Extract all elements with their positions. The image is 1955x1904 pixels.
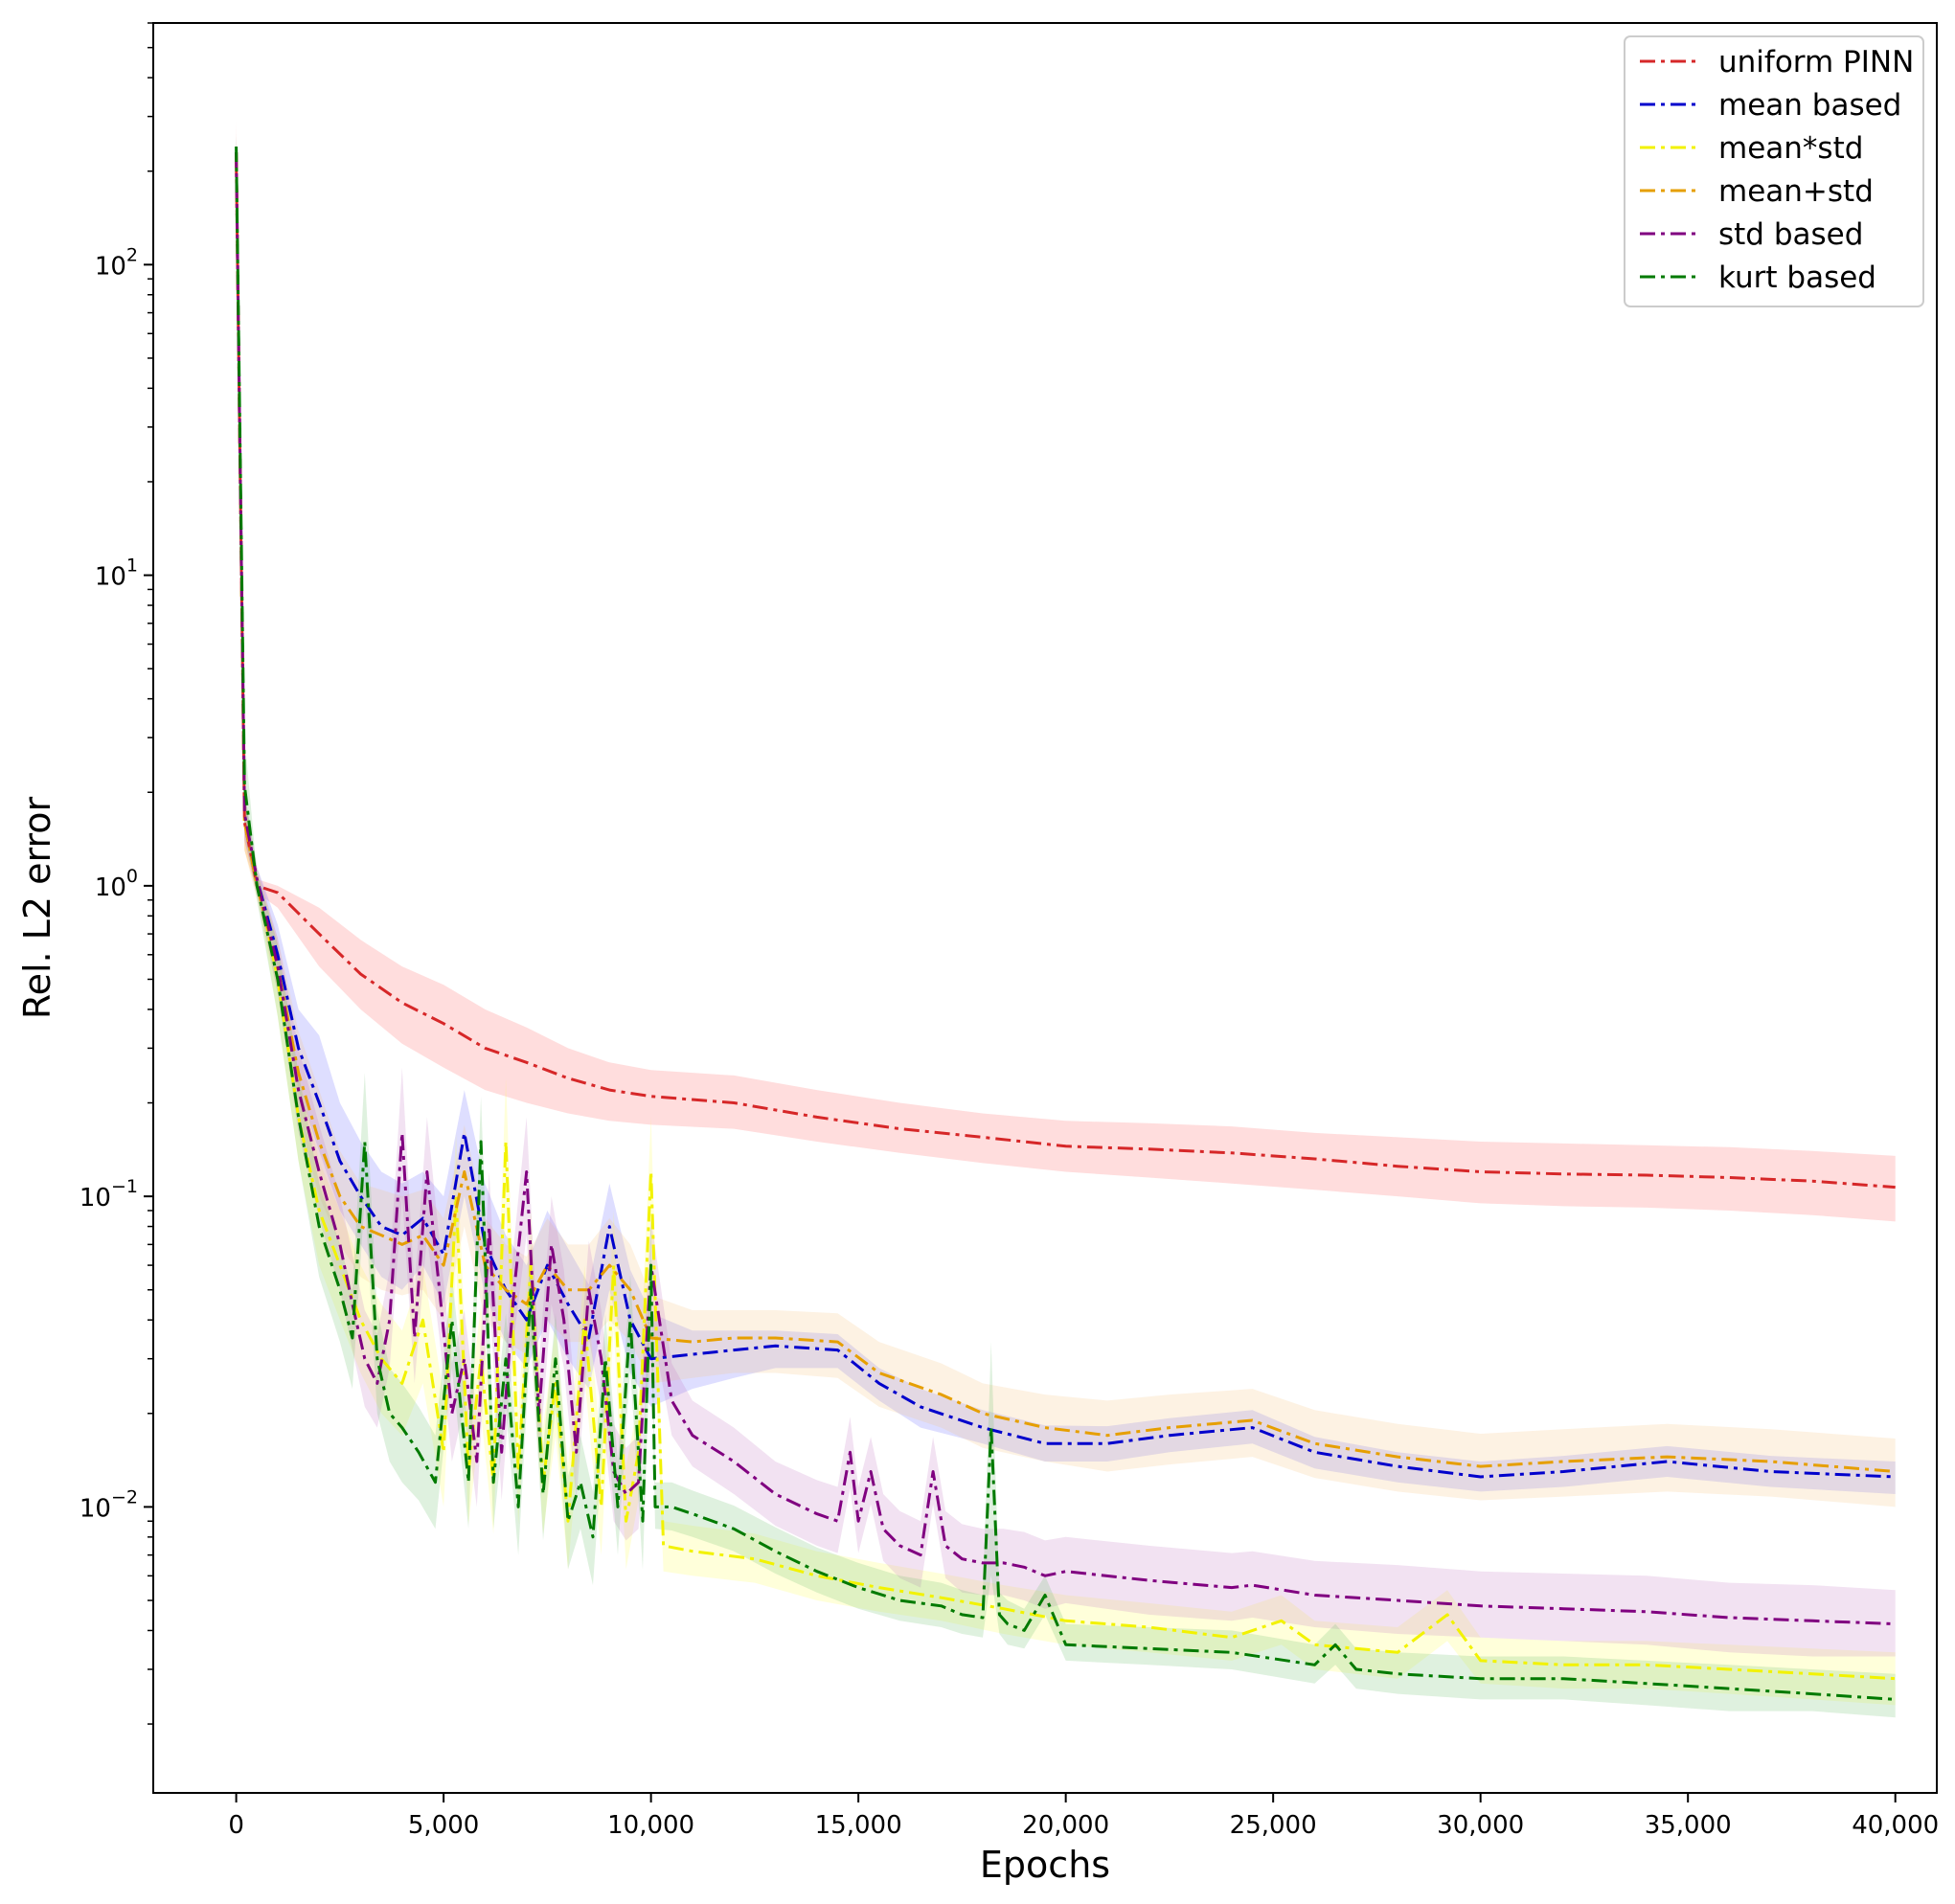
line-series-1 xyxy=(235,158,1896,1190)
x-tick-label: 35,000 xyxy=(1645,1811,1732,1840)
x-tick-label: 20,000 xyxy=(1022,1811,1109,1840)
x-tick-label: 15,000 xyxy=(815,1811,902,1840)
x-tick-label: 30,000 xyxy=(1437,1811,1524,1840)
legend-label: mean based xyxy=(1718,88,1901,123)
y-tick-label: 10−1 xyxy=(80,1176,138,1213)
line-series-3 xyxy=(235,151,1896,1681)
legend-label: kurt based xyxy=(1718,261,1876,295)
x-tick-label: 5,000 xyxy=(408,1811,479,1840)
line-series-6 xyxy=(235,146,1896,1701)
plot-frame xyxy=(152,22,1938,1794)
y-tick-label: 101 xyxy=(95,555,138,592)
x-axis-label: Epochs xyxy=(980,1844,1110,1886)
line-series-2 xyxy=(235,151,1896,1479)
legend-label: mean+std xyxy=(1718,174,1874,209)
line-series-4 xyxy=(235,151,1896,1473)
legend-label: std based xyxy=(1718,217,1863,252)
y-axis: 10−2 10−1 100 101 102 xyxy=(80,22,153,1725)
legend-frame xyxy=(1624,35,1924,307)
legend: uniform PINN mean based mean*std mean+std st… xyxy=(1624,35,1924,307)
y-tick-label: 100 xyxy=(95,866,138,902)
x-tick-label: 10,000 xyxy=(607,1811,694,1840)
x-tick-label: 40,000 xyxy=(1852,1811,1939,1840)
series-lines xyxy=(235,146,1896,1701)
confidence-bands xyxy=(236,121,1896,1718)
legend-label: mean*std xyxy=(1718,131,1863,166)
x-tick-label: 25,000 xyxy=(1230,1811,1317,1840)
x-tick-label: 0 xyxy=(228,1811,244,1840)
x-axis: 0 5,000 10,000 15,000 20,000 25,000 30,000 35,0… xyxy=(228,1793,1939,1840)
y-axis-label: Rel. L2 error xyxy=(16,797,58,1020)
legend-label: uniform PINN xyxy=(1718,45,1914,79)
y-tick-label: 10−2 xyxy=(80,1486,138,1523)
y-tick-label: 102 xyxy=(95,244,138,281)
